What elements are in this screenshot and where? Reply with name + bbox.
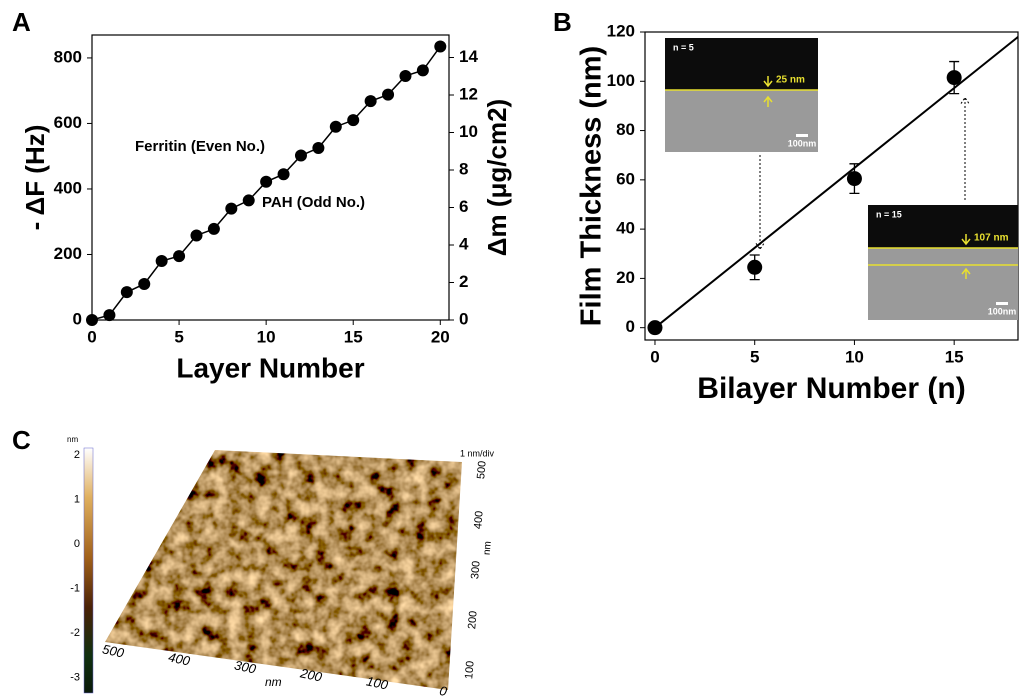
axes-frame: [92, 35, 449, 320]
y-tick-label: 0: [626, 317, 635, 336]
panel-label: B: [553, 7, 572, 37]
x-tick-label: 20: [431, 327, 450, 346]
colorbar-tick: -2: [70, 627, 80, 639]
annotation: PAH (Odd No.): [262, 194, 365, 211]
afm-x-unit: nm: [265, 675, 282, 689]
x-tick-label: 15: [945, 347, 964, 366]
scale-label: 100nm: [988, 306, 1017, 316]
afm-x-tick: 300: [233, 657, 258, 676]
inset-pointer: [961, 98, 969, 200]
x-axis-label: Layer Number: [176, 352, 364, 383]
colorbar-tick: -1: [70, 582, 80, 594]
y2-tick-label: 0: [459, 309, 468, 328]
inset-thickness: 107 nm: [974, 233, 1009, 244]
scale-bar: [996, 302, 1008, 305]
y2-tick-label: 6: [459, 197, 468, 216]
data-point: [647, 320, 662, 335]
y-tick-label: 40: [616, 219, 635, 238]
y-axis-label: Film Thickness (nm): [576, 46, 608, 326]
data-point: [278, 168, 290, 180]
colorbar-tick: 2: [74, 449, 80, 461]
y-tick-label: 600: [54, 113, 82, 132]
figure: 05101520020040060080002468101214ALayer N…: [0, 0, 1021, 698]
x-tick-label: 0: [650, 347, 659, 366]
afm-x-tick: 500: [101, 641, 126, 660]
colorbar-unit: nm: [67, 435, 78, 444]
afm-y-tick: 100: [463, 660, 477, 679]
scale-label: 100nm: [788, 138, 817, 148]
x-axis-label: Bilayer Number (n): [697, 372, 965, 405]
afm-x-tick: 0: [438, 683, 449, 698]
x-tick-label: 5: [174, 327, 183, 346]
data-point: [330, 121, 342, 133]
y-tick-label: 60: [616, 169, 635, 188]
data-point: [312, 142, 324, 154]
y-axis-label: - ΔF (Hz): [20, 125, 50, 231]
y-tick-label: 100: [607, 71, 635, 90]
y2-tick-label: 12: [459, 84, 478, 103]
afm-panel: [84, 445, 470, 695]
data-point: [295, 150, 307, 162]
data-point: [103, 309, 115, 321]
y-tick-label: 800: [54, 47, 82, 66]
annotation: Ferritin (Even No.): [135, 138, 265, 155]
data-point: [225, 203, 237, 215]
y-tick-label: 400: [54, 178, 82, 197]
data-point: [382, 89, 394, 101]
data-point: [173, 250, 185, 262]
y-tick-label: 0: [73, 309, 82, 328]
data-point: [365, 95, 377, 107]
afm-x-tick: 100: [365, 673, 390, 692]
colorbar-tick: 0: [74, 538, 80, 550]
colorbar-tick: 1: [74, 493, 80, 505]
afm-x-tick: 400: [167, 649, 192, 668]
data-point: [947, 70, 962, 85]
scale-bar: [796, 134, 808, 137]
afm-y-tick: 400: [472, 510, 486, 529]
y2-axis-label: Δm (μg/cm2): [482, 99, 512, 256]
inset-thickness: 25 nm: [776, 75, 805, 86]
data-point: [260, 176, 272, 188]
y-tick-label: 200: [54, 244, 82, 263]
y2-tick-label: 14: [459, 47, 478, 66]
panel-label: C: [12, 425, 31, 455]
data-point: [138, 278, 150, 290]
data-point: [417, 64, 429, 76]
y2-tick-label: 8: [459, 159, 468, 178]
colorbar-tick: -3: [70, 671, 80, 683]
colorbar: [84, 448, 93, 693]
x-tick-label: 15: [344, 327, 363, 346]
afm-surface: [100, 445, 470, 695]
inset-label: n = 5: [673, 42, 694, 52]
data-point: [86, 314, 98, 326]
data-point: [847, 171, 862, 186]
y2-tick-label: 10: [459, 122, 478, 141]
data-point: [347, 114, 359, 126]
x-tick-label: 0: [87, 327, 96, 346]
data-point: [190, 229, 202, 241]
y2-tick-label: 2: [459, 272, 468, 291]
panel-label: A: [12, 7, 31, 37]
x-tick-label: 10: [845, 347, 864, 366]
inset-pointer: [756, 155, 764, 249]
data-point: [747, 260, 762, 275]
afm-y-unit: nm: [482, 541, 494, 556]
inset-label: n = 15: [876, 209, 902, 219]
data-point: [243, 194, 255, 206]
y2-tick-label: 4: [459, 234, 469, 253]
x-tick-label: 5: [750, 347, 759, 366]
y-tick-label: 80: [616, 120, 635, 139]
data-point: [156, 255, 168, 267]
afm-y-tick: 300: [469, 560, 483, 579]
afm-y-tick: 500: [475, 460, 489, 479]
afm-y-tick: 200: [466, 610, 480, 629]
x-tick-label: 10: [257, 327, 276, 346]
data-point: [434, 40, 446, 52]
data-point: [208, 223, 220, 235]
data-point: [121, 286, 133, 298]
afm-z-scale: 1 nm/div: [460, 448, 495, 458]
data-point: [399, 70, 411, 82]
y-tick-label: 120: [607, 21, 635, 40]
y-tick-label: 20: [616, 268, 635, 287]
